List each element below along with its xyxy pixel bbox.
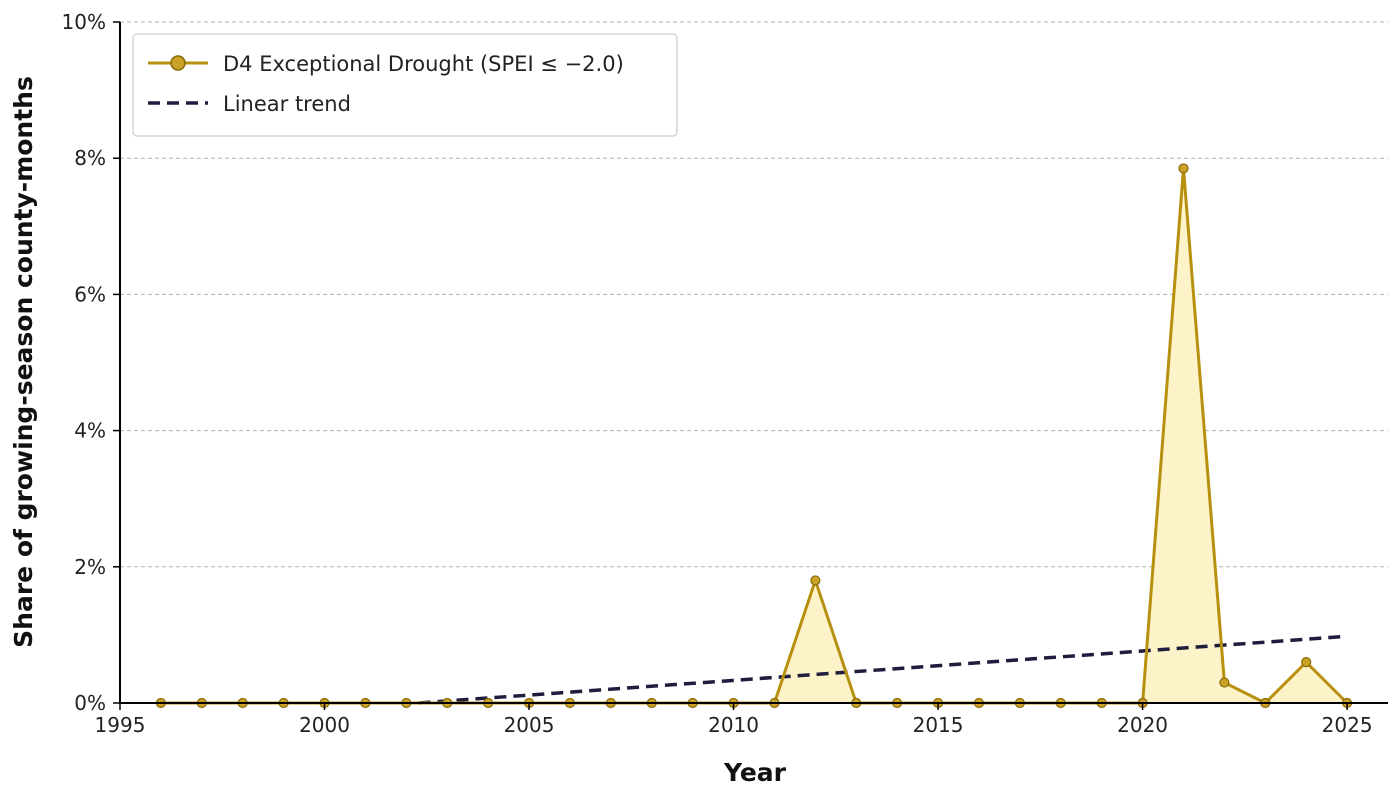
y-tick-label-6: 6% <box>74 282 106 306</box>
x-tick-label-2010: 2010 <box>708 713 759 737</box>
legend-box <box>132 33 678 137</box>
x-tick-label-2015: 2015 <box>913 713 964 737</box>
y-tick-label-0: 0% <box>74 691 106 715</box>
series-area-fill <box>160 168 1348 704</box>
y-tick-label-4: 4% <box>74 419 106 443</box>
trend-line-group <box>418 634 1348 705</box>
tick-labels: 1995 2000 2005 2010 2015 2020 2025 0% 2% 4% 6% 8% 10… <box>62 10 1373 737</box>
data-point-2012 <box>810 575 821 586</box>
data-point-2022 <box>1219 677 1230 688</box>
grid <box>120 21 1388 568</box>
x-tick-label-1995: 1995 <box>95 713 146 737</box>
x-axis-title: Year <box>723 758 787 787</box>
y-tick-label-8: 8% <box>74 146 106 170</box>
data-point-2021 <box>1178 163 1189 174</box>
x-tick-label-2025: 2025 <box>1322 713 1373 737</box>
axes <box>113 21 1388 710</box>
y-tick-label-10: 10% <box>62 10 106 34</box>
legend: D4 Exceptional Drought (SPEI ≤ −2.0) Lin… <box>132 33 678 137</box>
y-axis-title: Share of growing-season county-months <box>9 76 38 648</box>
data-point-2024 <box>1301 657 1312 668</box>
x-tick-label-2000: 2000 <box>299 713 350 737</box>
x-tick-label-2005: 2005 <box>504 713 555 737</box>
legend-series-label: D4 Exceptional Drought (SPEI ≤ −2.0) <box>223 52 624 76</box>
x-tick-label-2020: 2020 <box>1117 713 1168 737</box>
legend-series-swatch-marker <box>170 55 186 71</box>
y-tick-label-2: 2% <box>74 555 106 579</box>
legend-trend-label: Linear trend <box>223 92 351 116</box>
trend-line <box>418 634 1348 705</box>
